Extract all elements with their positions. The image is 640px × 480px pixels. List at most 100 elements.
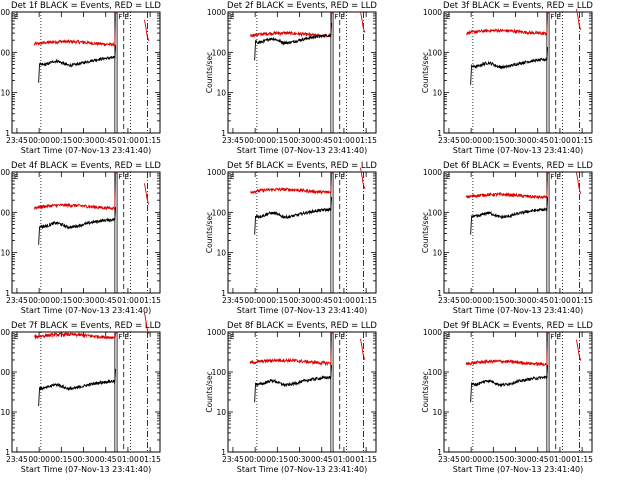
corner-annotation: E [446, 173, 450, 181]
panel-title: Det 4f BLACK = Events, RED = LLD [11, 161, 161, 171]
x-tick-label: 23:45 [222, 455, 244, 464]
lld-series-tail [360, 338, 366, 360]
x-tick-label: 01:15 [571, 136, 593, 145]
panel-det-3: Det 3f BLACK = Events, RED = LLD 1 10 100 10… [421, 1, 593, 155]
x-tick-label: 00:30 [73, 136, 95, 145]
x-tick-label: 00:00 [28, 136, 50, 145]
x-tick-label: 23:45 [222, 136, 244, 145]
x-tick-label: 01:00 [117, 136, 139, 145]
y-tick-label: 1000 [423, 8, 442, 17]
y-tick-label: 10 [216, 249, 226, 258]
x-tick-label: 00:45 [527, 455, 549, 464]
x-tick-label: 23:45 [6, 296, 28, 305]
corner-annotation: E [230, 13, 234, 21]
y-tick-label: 1 [221, 289, 226, 298]
corner-annotation: E [446, 333, 450, 341]
x-tick-label: 01:15 [571, 455, 593, 464]
plot-frame [227, 171, 377, 294]
y-axis-label: Counts/sec [421, 212, 430, 253]
corner-annotation: E [230, 333, 234, 341]
x-tick-label: 00:30 [505, 296, 527, 305]
y-tick-label: 100 [428, 48, 443, 57]
x-tick-label: 01:00 [117, 455, 139, 464]
panel-title: Det 2f BLACK = Events, RED = LLD [227, 1, 377, 11]
corner-annotation: E [14, 173, 18, 181]
y-tick-label: 1 [221, 129, 226, 138]
x-tick-label: 01:15 [571, 296, 593, 305]
x-axis-label: Start Time (07-Nov-13 23:41:40) [237, 306, 367, 315]
panel-det-5: Det 5f BLACK = Events, RED = LLD 1 10 100 10… [205, 161, 377, 315]
y-tick-label: 100 [0, 368, 10, 377]
y-tick-label: 100 [428, 368, 443, 377]
x-axis-label: Start Time (07-Nov-13 23:41:40) [237, 146, 367, 155]
x-tick-label: 00:00 [460, 296, 482, 305]
x-axis-label: Start Time (07-Nov-13 23:41:40) [21, 146, 151, 155]
panel-det-2: Det 2f BLACK = Events, RED = LLD 1 10 100 10… [205, 1, 377, 155]
x-tick-label: 00:30 [289, 296, 311, 305]
x-tick-label: 23:45 [222, 296, 244, 305]
y-axis-label: Counts/sec [421, 371, 430, 412]
plot-frame [11, 11, 161, 134]
marker-annotation: F E [118, 173, 129, 181]
lld-series-tail [576, 339, 582, 361]
x-axis-label: Start Time (07-Nov-13 23:41:40) [237, 465, 367, 474]
lld-series [33, 11, 117, 48]
panel-title: Det 9f BLACK = Events, RED = LLD [443, 321, 593, 331]
x-tick-label: 00:45 [311, 296, 333, 305]
y-tick-label: 1 [437, 448, 442, 457]
lld-series [34, 331, 117, 341]
x-tick-label: 00:30 [289, 136, 311, 145]
panel-title: Det 3f BLACK = Events, RED = LLD [443, 1, 593, 11]
corner-annotation: E [14, 333, 18, 341]
corner-annotation: E [230, 173, 234, 181]
panel-det-6: Det 6f BLACK = Events, RED = LLD 1 10 100 10… [421, 161, 593, 315]
corner-annotation: E [446, 13, 450, 21]
x-tick-label: 01:15 [139, 296, 161, 305]
x-tick-label: 00:15 [483, 455, 505, 464]
panel-title: Det 7f BLACK = Events, RED = LLD [11, 321, 161, 331]
x-axis-label: Start Time (07-Nov-13 23:41:40) [453, 146, 583, 155]
y-tick-label: 100 [212, 368, 227, 377]
x-tick-label: 00:45 [95, 296, 117, 305]
marker-annotation: F E [334, 333, 345, 341]
panel-det-9: Det 9f BLACK = Events, RED = LLD 1 10 100 10… [421, 321, 593, 474]
x-tick-label: 00:45 [527, 296, 549, 305]
y-axis-label: Counts/sec [421, 52, 430, 93]
marker-annotation: F E [550, 13, 561, 21]
marker-annotation: F E [118, 13, 129, 21]
y-tick-label: 100 [0, 48, 10, 57]
x-tick-label: 00:15 [267, 136, 289, 145]
x-tick-label: 01:15 [355, 136, 377, 145]
marker-annotation: F E [118, 333, 129, 341]
y-tick-label: 1000 [423, 168, 442, 177]
y-tick-label: 1000 [0, 8, 10, 17]
y-tick-label: 1 [437, 129, 442, 138]
y-tick-label: 1 [221, 448, 226, 457]
y-tick-label: 1000 [0, 328, 10, 337]
y-tick-label: 1000 [207, 8, 226, 17]
lld-series [465, 171, 549, 200]
x-tick-label: 00:45 [527, 136, 549, 145]
x-tick-label: 00:45 [95, 136, 117, 145]
x-tick-label: 00:30 [73, 455, 95, 464]
x-tick-label: 01:15 [355, 455, 377, 464]
y-tick-label: 10 [216, 408, 226, 417]
lld-series [249, 331, 333, 367]
events-series [254, 22, 333, 61]
marker-annotation: F E [550, 173, 561, 181]
x-tick-label: 00:00 [244, 136, 266, 145]
y-tick-label: 1000 [0, 168, 10, 177]
y-tick-label: 100 [0, 208, 10, 217]
events-series [470, 196, 549, 235]
y-tick-label: 10 [216, 89, 226, 98]
events-series [254, 196, 333, 235]
lld-series [33, 171, 117, 211]
y-tick-label: 10 [0, 249, 10, 258]
x-tick-label: 23:45 [438, 136, 460, 145]
plot-frame [443, 331, 593, 453]
x-tick-label: 00:45 [95, 455, 117, 464]
y-tick-label: 100 [428, 208, 443, 217]
x-tick-label: 00:30 [289, 455, 311, 464]
x-tick-label: 00:15 [267, 296, 289, 305]
